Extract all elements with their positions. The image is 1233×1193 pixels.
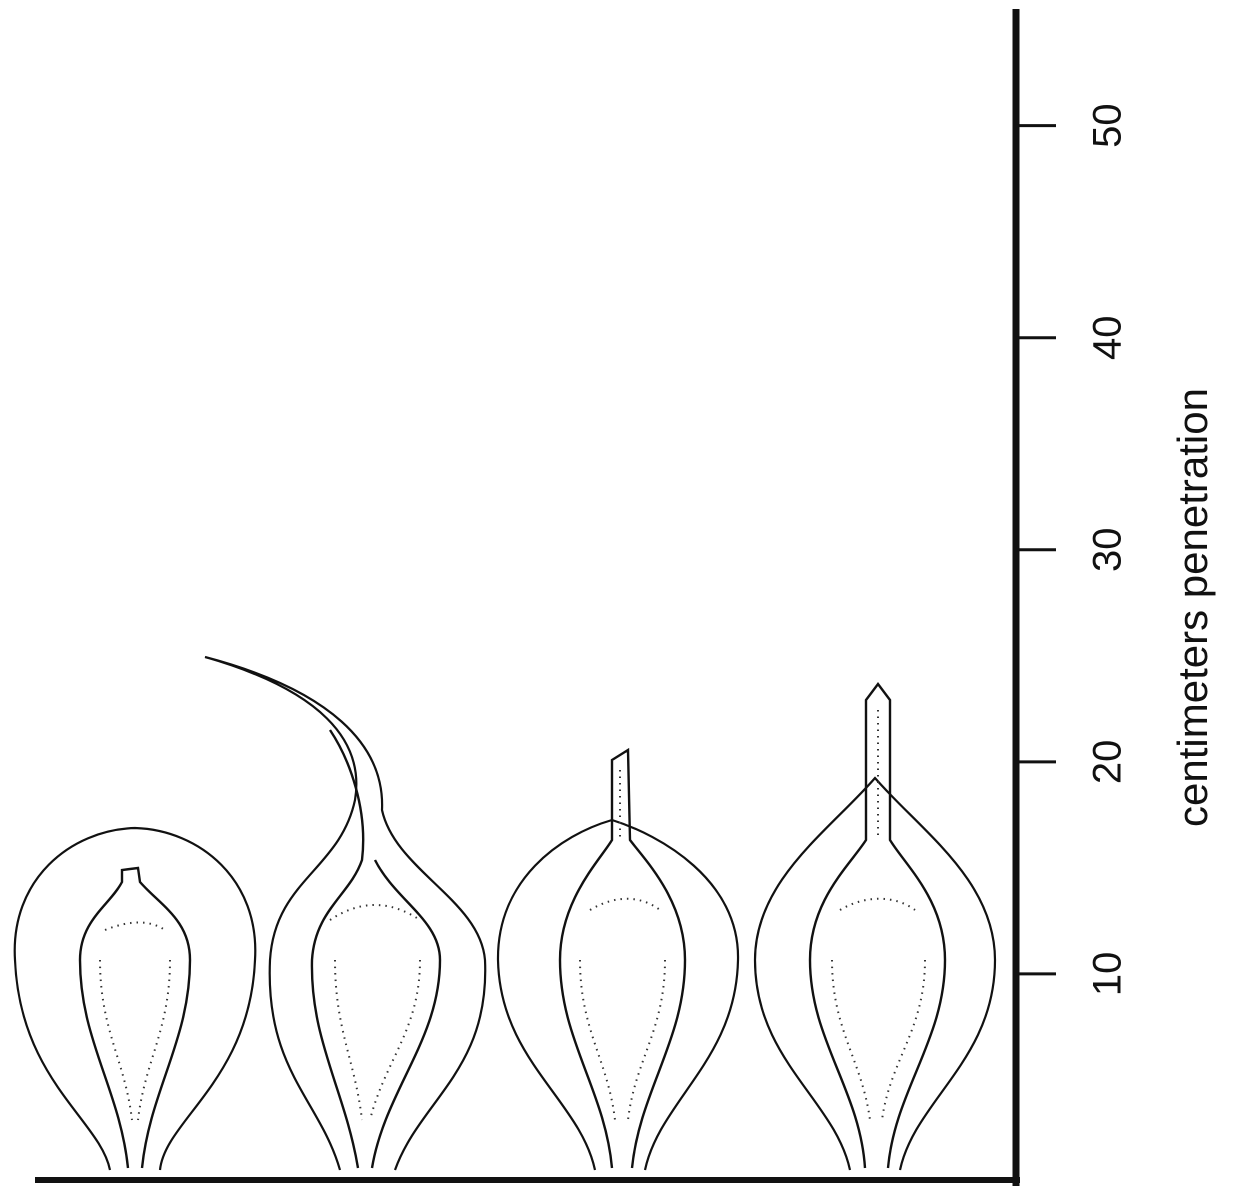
y-tick-label: 30 [1086,528,1130,573]
outer-contour [753,776,997,1171]
y-tick-label: 20 [1086,740,1130,785]
inner-contour [558,747,687,1169]
inner-contour [310,729,442,1169]
inner-contour [808,682,947,1169]
dot-contours [579,770,666,1121]
y-tick-label: 10 [1086,952,1130,997]
inner-contour [78,866,192,1169]
outer-contour [204,655,487,1171]
y-tick-label: 50 [1086,103,1130,148]
dot-contours [99,921,171,1121]
outer-contour [13,826,257,1171]
dot-contours [831,710,926,1121]
profiles [13,655,997,1171]
y-tick-label: 40 [1086,315,1130,360]
dot-contours [329,904,421,1121]
outer-contour [496,818,740,1171]
y-axis-label: centimeters penetration [1169,388,1216,827]
